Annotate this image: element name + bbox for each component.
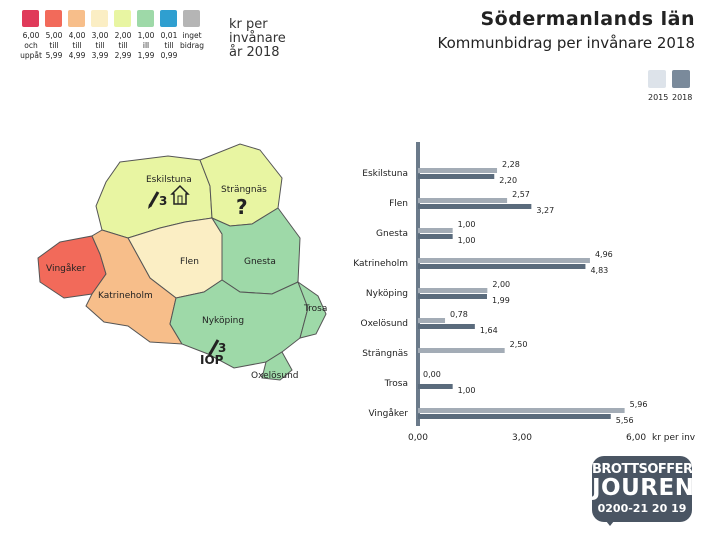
legend-range-label: 6,00 och uppåt bbox=[20, 31, 42, 60]
legend-range-label: 2,00 till 2,99 bbox=[114, 31, 132, 60]
brottsofferjouren-logo: BROTTSOFFER JOUREN 0200-21 20 19 bbox=[592, 456, 695, 526]
category-label: Trosa bbox=[384, 379, 408, 389]
page-subtitle: Kommunbidrag per invånare 2018 bbox=[437, 34, 696, 52]
category-label: Eskilstuna bbox=[362, 169, 408, 179]
bar-2018 bbox=[418, 384, 453, 389]
pencil-icon bbox=[208, 339, 220, 357]
data-label-2018: 1,00 bbox=[458, 236, 476, 245]
data-label-2015: 2,50 bbox=[510, 340, 528, 349]
map-label-trosa: Trosa bbox=[303, 304, 327, 314]
data-label-2018: 1,99 bbox=[492, 296, 510, 305]
map-region-oxelosund bbox=[261, 351, 293, 381]
bar-2015 bbox=[418, 258, 590, 263]
nykoping-iop-label: IOP bbox=[200, 353, 224, 367]
nykoping-count: 3 bbox=[218, 341, 226, 355]
data-label-2018: 1,64 bbox=[480, 326, 498, 335]
bar-2015 bbox=[418, 198, 508, 203]
legend-range-label: inget bidrag bbox=[179, 31, 205, 50]
bar-2018 bbox=[418, 204, 532, 209]
bar-2015 bbox=[418, 348, 505, 353]
bar-2015 bbox=[418, 228, 453, 233]
data-label-2015: 1,00 bbox=[458, 220, 476, 229]
x-tick-label: 3,00 bbox=[512, 433, 532, 443]
question-mark-icon: ? bbox=[236, 195, 248, 219]
map-region-katrineholm bbox=[85, 229, 183, 345]
map-label-vingaker: Vingåker bbox=[46, 263, 86, 274]
data-label-2018: 4,83 bbox=[590, 266, 608, 275]
x-tick-label: 6,00 bbox=[626, 433, 646, 443]
bar-2015 bbox=[418, 288, 488, 293]
legend-swatch bbox=[137, 10, 154, 27]
logo-line-3: 0200-21 20 19 bbox=[597, 502, 687, 515]
eskilstuna-count: 3 bbox=[159, 194, 167, 208]
data-label-2015: 4,96 bbox=[595, 250, 613, 259]
map-label-nykoping: Nyköping bbox=[202, 316, 244, 326]
category-label: Strängnäs bbox=[362, 349, 408, 359]
bar-2018 bbox=[418, 294, 487, 299]
bar-2015 bbox=[418, 168, 498, 173]
data-label-2015: 2,28 bbox=[502, 160, 520, 169]
bar-2018 bbox=[418, 264, 586, 269]
map-label-gnesta: Gnesta bbox=[244, 257, 276, 267]
x-tick-label: 0,00 bbox=[408, 433, 428, 443]
map-region-trosa bbox=[296, 280, 327, 339]
page-title: Södermanlands län bbox=[480, 8, 695, 30]
legend-swatch bbox=[114, 10, 131, 27]
category-label: Katrineholm bbox=[353, 259, 408, 269]
legend-swatch bbox=[22, 10, 39, 27]
data-label-2015: 5,96 bbox=[630, 400, 648, 409]
bar-2015 bbox=[418, 408, 625, 413]
map-label-eskilstuna: Eskilstuna bbox=[146, 175, 192, 185]
color-legend: 6,00 och uppåt 5,00 till 5,99 4,00 till 4,… bbox=[20, 10, 222, 80]
map-label-katrineholm: Katrineholm bbox=[98, 291, 153, 301]
legend-range-label: 0,01 till 0,99 bbox=[160, 31, 178, 60]
house-icon bbox=[170, 184, 190, 205]
category-label: Gnesta bbox=[376, 229, 408, 239]
bar-2018 bbox=[418, 414, 611, 419]
data-label-2015: 0,78 bbox=[450, 310, 468, 319]
bar-2015 bbox=[418, 318, 446, 323]
category-label: Flen bbox=[389, 199, 408, 209]
legend-swatch bbox=[160, 10, 177, 27]
logo-line-2: JOUREN bbox=[592, 475, 695, 501]
legend-swatch bbox=[183, 10, 200, 27]
year-2015-swatch bbox=[648, 70, 666, 88]
year-2015-label: 2015 bbox=[648, 93, 669, 102]
data-label-2018: 3,27 bbox=[536, 206, 554, 215]
map-label-strangnas: Strängnäs bbox=[221, 185, 267, 195]
legend-swatch bbox=[68, 10, 85, 27]
legend-range-label: 4,00 till 4,99 bbox=[68, 31, 86, 60]
logo-speech-tail bbox=[602, 516, 618, 526]
legend-range-label: 1,00 ill 1,99 bbox=[137, 31, 155, 60]
legend-unit-note: kr per invånare år 2018 bbox=[229, 17, 286, 60]
legend-swatch bbox=[45, 10, 62, 27]
data-label-2018: 2,20 bbox=[499, 176, 517, 185]
legend-swatch bbox=[91, 10, 108, 27]
legend-range-label: 5,00 till 5,99 bbox=[45, 31, 63, 60]
data-label-2015: 2,00 bbox=[492, 280, 510, 289]
bar-2018 bbox=[418, 174, 495, 179]
map-label-oxelosund: Oxelösund bbox=[251, 371, 299, 381]
legend-range-label: 3,00 till 3,99 bbox=[91, 31, 109, 60]
pencil-icon bbox=[148, 191, 160, 209]
data-label-2015: 2,57 bbox=[512, 190, 530, 199]
category-label: Vingåker bbox=[368, 408, 408, 419]
year-2018-label: 2018 bbox=[672, 93, 693, 102]
county-map: Eskilstuna Strängnäs Flen Gnesta Vingåke… bbox=[37, 143, 327, 381]
year-2018-swatch bbox=[672, 70, 690, 88]
data-label-2018: 1,00 bbox=[458, 386, 476, 395]
category-label: Oxelösund bbox=[361, 319, 409, 329]
bar-2018 bbox=[418, 324, 475, 329]
map-label-flen: Flen bbox=[180, 257, 199, 267]
data-label-2015: 0,00 bbox=[423, 370, 441, 379]
category-label: Nyköping bbox=[366, 289, 408, 299]
x-axis-label: kr per inv bbox=[652, 433, 696, 443]
bar-2018 bbox=[418, 234, 453, 239]
logo-line-1: BROTTSOFFER bbox=[592, 462, 693, 477]
data-label-2018: 5,56 bbox=[616, 416, 634, 425]
